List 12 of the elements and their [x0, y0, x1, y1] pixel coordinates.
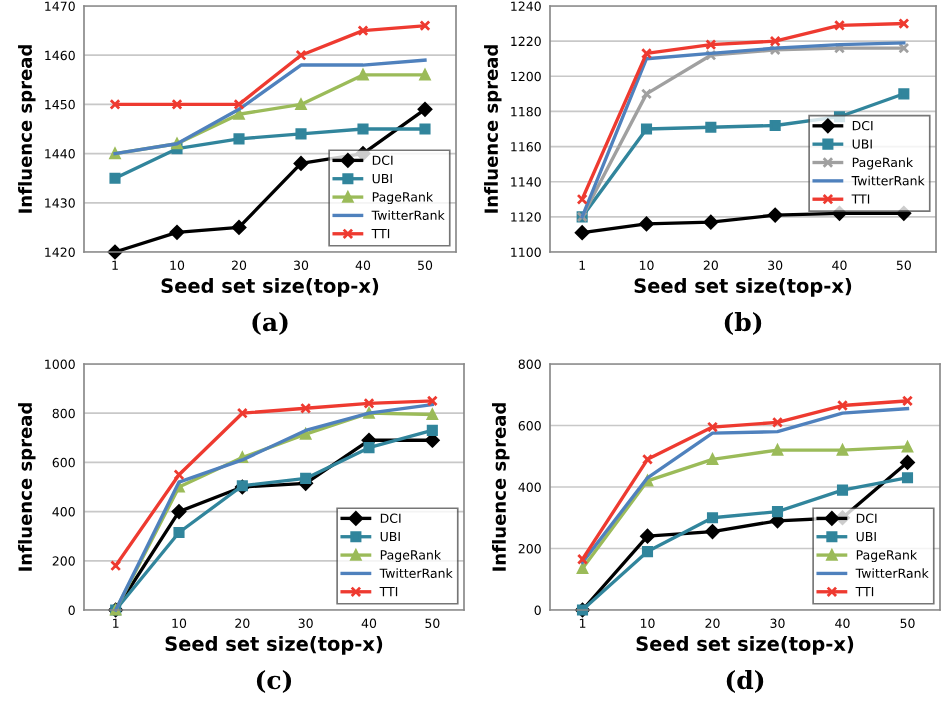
x-axis-title: Seed set size(top-x) [161, 277, 379, 297]
text: (d) [726, 670, 764, 693]
y-axis-title: Influence spread [18, 45, 36, 213]
y-axis-title: Influence spread [492, 403, 510, 571]
x-axis-title: Seed set size(top-x) [165, 635, 383, 655]
text: (c) [256, 670, 292, 693]
x-axis-title: Seed set size(top-x) [636, 635, 854, 655]
x-axis-title: Seed set size(top-x) [634, 277, 852, 297]
y-axis-title: Influence spread [18, 403, 36, 571]
text: (b) [724, 312, 762, 335]
y-axis-title: Influence spread [484, 45, 502, 213]
text: (a) [252, 312, 288, 335]
